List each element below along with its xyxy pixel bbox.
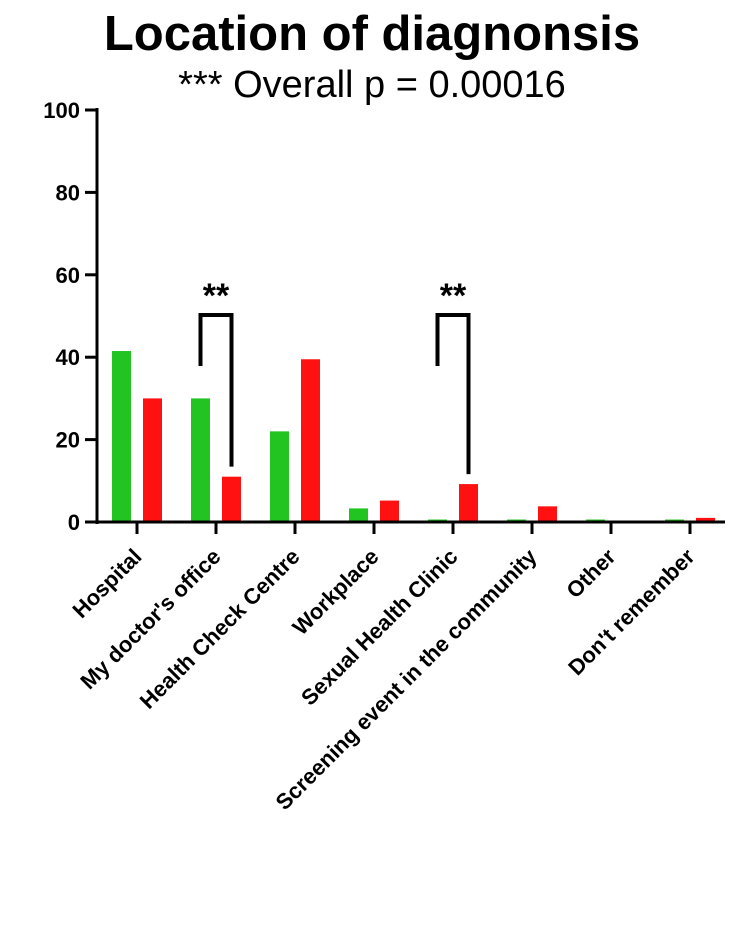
bar-s1-2: [301, 359, 320, 522]
x-tick-label-4: Sexual Health Clinic: [296, 544, 462, 710]
bar-s0-2: [270, 431, 289, 522]
sig-bracket-1: [435, 313, 471, 475]
x-tick-label-1: My doctor's office: [75, 544, 225, 694]
bar-s1-0: [143, 398, 162, 522]
bar-s1-3: [380, 500, 399, 522]
bar-s1-1: [222, 476, 241, 522]
y-tick-label-3: 60: [56, 263, 80, 288]
x-tick-label-6: Other: [561, 544, 620, 603]
bar-s1-7: [696, 517, 715, 522]
y-tick-label-2: 40: [56, 345, 80, 370]
y-tick-label-5: 100: [43, 98, 80, 123]
sig-label-0: **: [203, 277, 230, 315]
bar-s0-3: [349, 508, 368, 522]
x-tick-label-0: Hospital: [67, 544, 146, 623]
y-tick-label-4: 80: [56, 180, 80, 205]
y-tick-label-1: 20: [56, 428, 80, 453]
x-tick-label-2: Health Check Centre: [135, 544, 305, 714]
y-tick-label-0: 0: [68, 510, 80, 535]
chart-title: Location of diagnonsis: [103, 7, 641, 61]
sig-bracket-0: [198, 313, 234, 467]
bar-s1-5: [538, 506, 557, 522]
sig-label-1: **: [440, 277, 467, 315]
bar-s0-1: [191, 398, 210, 522]
chart-subtitle: *** Overall p = 0.00016: [178, 64, 566, 106]
bar-s0-0: [112, 351, 131, 522]
bar-s1-4: [459, 484, 478, 522]
